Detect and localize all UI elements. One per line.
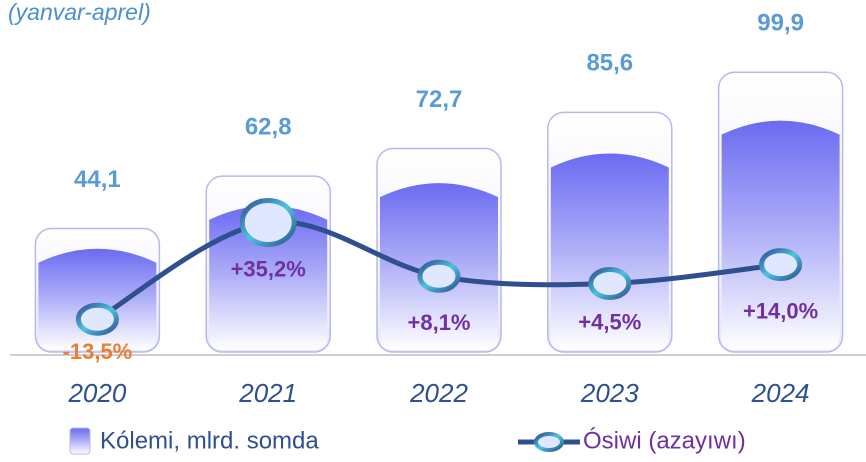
- line-marker: [239, 197, 297, 247]
- bar-value-label: 62,8: [245, 114, 292, 141]
- bar-value-label: 85,6: [586, 50, 633, 77]
- bar-value-label: 44,1: [74, 166, 121, 193]
- x-tick-label: 2021: [238, 378, 297, 408]
- x-tick-label: 2020: [67, 378, 126, 408]
- line-value-label: +4,5%: [578, 309, 641, 334]
- subtitle: (yanvar-aprel): [8, 0, 151, 25]
- x-tick-label: 2022: [409, 378, 468, 408]
- x-tick-label: 2023: [580, 378, 639, 408]
- line-marker: [588, 266, 632, 300]
- bar: [721, 120, 840, 350]
- line-value-label: +35,2%: [231, 256, 306, 281]
- bar: [38, 248, 157, 350]
- bar-value-label: 99,9: [757, 10, 804, 37]
- x-tick-label: 2024: [751, 378, 810, 408]
- bar-value-label: 72,7: [416, 86, 463, 113]
- bar: [550, 153, 669, 350]
- bar: [209, 205, 328, 350]
- line-value-label: +8,1%: [408, 310, 471, 335]
- legend-label: Kólemi, mlrd. somda: [100, 427, 319, 454]
- line-value-label: -13,5%: [63, 339, 133, 364]
- line-marker: [75, 302, 119, 336]
- legend-bar-icon: [69, 427, 91, 455]
- legend-marker-icon: [534, 432, 564, 452]
- line-marker: [417, 259, 461, 293]
- line-value-label: +14,0%: [743, 298, 818, 323]
- line-marker: [759, 248, 803, 282]
- legend-label: Ósiwi (azayıwı): [583, 427, 746, 454]
